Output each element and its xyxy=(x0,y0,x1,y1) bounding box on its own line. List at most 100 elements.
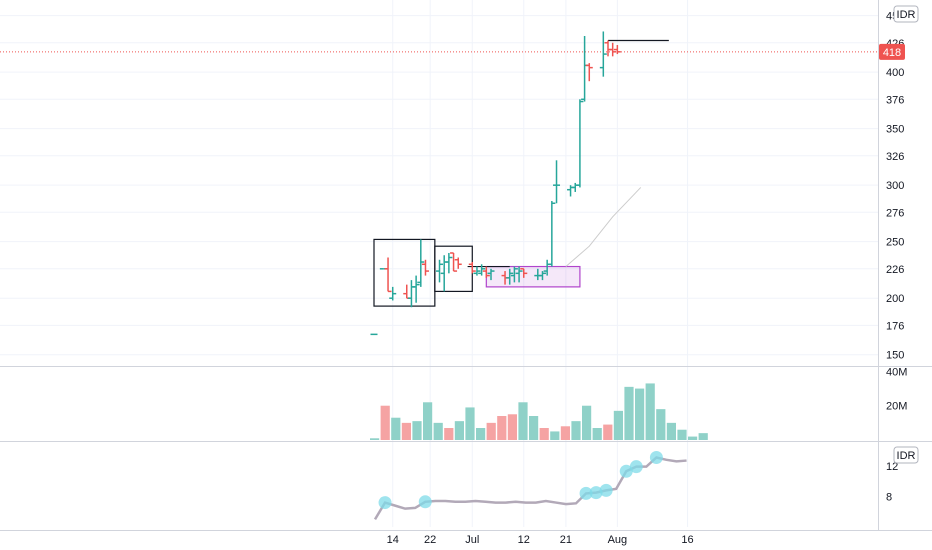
volume-bar xyxy=(560,426,570,440)
ohlc-bar xyxy=(482,266,490,278)
indicator-currency-badge-text: IDR xyxy=(897,450,916,462)
indicator-currency-badge-frame xyxy=(893,446,919,464)
ohlc-bar xyxy=(421,259,429,276)
price-tick-label: 400 xyxy=(886,67,904,79)
ohlc-bar xyxy=(412,275,420,303)
indicator-marker xyxy=(619,464,633,478)
ohlc-bar xyxy=(548,200,556,267)
ohlc-bar xyxy=(576,99,584,188)
ohlc-bar xyxy=(436,259,444,283)
price-tick-label: 150 xyxy=(886,350,904,362)
volume-bar xyxy=(666,422,676,440)
ohlc-bar xyxy=(571,182,579,192)
volume-bar xyxy=(592,428,602,440)
volume-bar xyxy=(582,405,592,440)
volume-bar xyxy=(380,405,390,440)
indicator-marker xyxy=(599,483,613,497)
volume-bar xyxy=(391,417,401,440)
ohlc-bar xyxy=(384,257,392,293)
ohlc-bar xyxy=(581,35,589,102)
ohlc-bar xyxy=(440,255,448,292)
indicator-marker xyxy=(418,495,432,509)
last-price-label-text: 418 xyxy=(883,47,901,59)
indicator-marker xyxy=(649,451,663,465)
volume-bar xyxy=(412,421,422,440)
ohlc-bar xyxy=(468,262,476,274)
currency-badge: IDR xyxy=(893,5,919,23)
ohlc-bar xyxy=(417,239,425,287)
ohlc-bar xyxy=(478,264,486,276)
ohlc-bar xyxy=(538,271,546,281)
indicator-marker xyxy=(378,496,392,510)
time-tick-label: Aug xyxy=(608,534,628,546)
volume-bar xyxy=(444,428,454,440)
indicator-pane xyxy=(373,451,687,521)
indicator-tick-label: 8 xyxy=(886,491,892,503)
ohlc-bar xyxy=(407,280,415,308)
ohlc-bar xyxy=(599,31,607,77)
volume-bar xyxy=(571,421,581,440)
ohlc-bar xyxy=(473,266,481,276)
volume-bar xyxy=(465,407,475,440)
ohlc-bar xyxy=(389,286,397,301)
volume-bar xyxy=(518,402,528,440)
price-tick-label: 376 xyxy=(886,94,904,106)
price-tick-label: 276 xyxy=(886,207,904,219)
time-tick-label: 12 xyxy=(518,534,530,546)
time-tick-label: 14 xyxy=(387,534,399,546)
time-tick-label: 22 xyxy=(424,534,436,546)
ohlc-bar xyxy=(403,284,411,299)
ohlc-bar xyxy=(553,160,561,204)
volume-tick-label: 20M xyxy=(886,401,907,413)
volume-bar xyxy=(550,431,560,440)
volume-bar xyxy=(539,428,549,440)
price-tick-label: 226 xyxy=(886,264,904,276)
currency-badge-frame xyxy=(893,5,919,23)
time-tick-label: 16 xyxy=(681,534,693,546)
volume-bar xyxy=(698,433,708,440)
ohlc-bar xyxy=(510,266,518,283)
ohlc-bar xyxy=(454,257,462,269)
price-tick-label: 300 xyxy=(886,180,904,192)
volume-tick-label: 40M xyxy=(886,366,907,378)
volume-bar xyxy=(401,422,411,440)
volume-bar xyxy=(476,428,486,440)
ohlc-bar xyxy=(450,252,458,272)
ohlc-bar xyxy=(520,268,528,278)
volume-bar xyxy=(603,424,613,440)
price-tick-label: 250 xyxy=(886,237,904,249)
drawing-box-purple xyxy=(485,265,581,288)
time-tick-label: 21 xyxy=(560,534,572,546)
volume-bar xyxy=(613,410,623,440)
ohlc-bar xyxy=(613,45,621,55)
volume-bar xyxy=(645,383,655,440)
volume-bar xyxy=(454,421,464,440)
ohlc-bar xyxy=(506,268,514,285)
volume-bar xyxy=(370,438,380,440)
currency-badge-text: IDR xyxy=(897,9,916,21)
indicator-marker xyxy=(629,460,643,474)
price-tick-label: 326 xyxy=(886,151,904,163)
last-price-label: 418 xyxy=(879,43,905,60)
price-tick-label: 176 xyxy=(886,320,904,332)
volume-bar xyxy=(423,402,433,440)
volume-bar xyxy=(688,436,698,440)
indicator-tick-label: 12 xyxy=(886,461,898,473)
price-tick-label: 200 xyxy=(886,293,904,305)
volume-bar xyxy=(486,422,496,440)
indicator-marker xyxy=(579,486,593,500)
indicator-currency-badge: IDR xyxy=(893,446,919,464)
ohlc-bar xyxy=(515,266,523,283)
volume-bar xyxy=(677,429,687,440)
last-price-label-bg xyxy=(879,43,905,60)
volume-bar xyxy=(507,414,517,440)
ohlc-bar xyxy=(585,63,593,82)
volume-bar xyxy=(497,416,507,440)
moving-average-line xyxy=(565,187,642,267)
volume-bar xyxy=(529,416,539,440)
ohlc-bar xyxy=(487,268,495,281)
price-tick-label: 350 xyxy=(886,124,904,136)
indicator-marker xyxy=(589,486,603,500)
